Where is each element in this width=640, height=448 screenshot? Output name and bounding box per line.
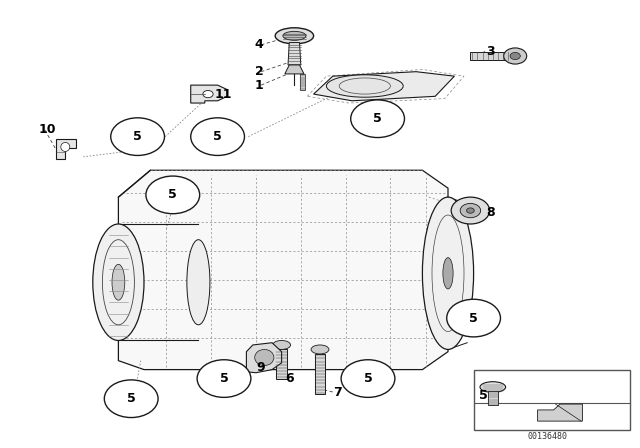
- Ellipse shape: [273, 340, 291, 349]
- Circle shape: [341, 360, 395, 397]
- Ellipse shape: [61, 142, 70, 151]
- Text: 11: 11: [214, 87, 232, 101]
- Polygon shape: [538, 404, 582, 421]
- Ellipse shape: [283, 31, 306, 40]
- Circle shape: [104, 380, 158, 418]
- Text: 5: 5: [133, 130, 142, 143]
- Ellipse shape: [480, 382, 506, 392]
- Ellipse shape: [510, 52, 520, 60]
- Circle shape: [146, 176, 200, 214]
- Text: 1: 1: [255, 78, 264, 92]
- Ellipse shape: [326, 75, 403, 97]
- Polygon shape: [285, 65, 304, 74]
- Ellipse shape: [460, 203, 481, 218]
- Text: 5: 5: [469, 311, 478, 325]
- Circle shape: [111, 118, 164, 155]
- Text: 5: 5: [364, 372, 372, 385]
- FancyBboxPatch shape: [474, 370, 630, 430]
- Text: 5: 5: [220, 372, 228, 385]
- Polygon shape: [314, 72, 454, 101]
- Ellipse shape: [93, 224, 144, 340]
- Ellipse shape: [203, 90, 213, 98]
- Ellipse shape: [504, 48, 527, 64]
- Text: 00136480: 00136480: [527, 432, 567, 441]
- Text: 6: 6: [285, 372, 293, 385]
- Text: 2: 2: [255, 65, 264, 78]
- Text: 10: 10: [38, 123, 56, 137]
- Ellipse shape: [187, 240, 210, 325]
- Text: 8: 8: [486, 206, 495, 220]
- Ellipse shape: [451, 197, 490, 224]
- Text: 3: 3: [486, 45, 495, 58]
- Ellipse shape: [112, 264, 125, 300]
- Text: 5: 5: [127, 392, 136, 405]
- Circle shape: [197, 360, 251, 397]
- Text: 9: 9: [256, 361, 264, 374]
- Ellipse shape: [311, 345, 329, 354]
- Polygon shape: [470, 52, 512, 60]
- Polygon shape: [118, 170, 448, 370]
- Circle shape: [191, 118, 244, 155]
- Ellipse shape: [443, 258, 453, 289]
- Text: 5: 5: [373, 112, 382, 125]
- Text: 7: 7: [333, 385, 342, 399]
- Polygon shape: [276, 349, 287, 379]
- Polygon shape: [488, 391, 498, 405]
- Polygon shape: [246, 343, 282, 373]
- Polygon shape: [300, 74, 305, 90]
- Text: 5: 5: [479, 388, 488, 402]
- Polygon shape: [288, 43, 301, 65]
- Circle shape: [447, 299, 500, 337]
- Text: 5: 5: [213, 130, 222, 143]
- Text: 4: 4: [255, 38, 264, 52]
- Text: 5: 5: [168, 188, 177, 202]
- Polygon shape: [191, 85, 227, 103]
- Ellipse shape: [467, 208, 474, 213]
- Ellipse shape: [255, 349, 274, 366]
- Ellipse shape: [275, 28, 314, 44]
- Polygon shape: [315, 354, 325, 394]
- Polygon shape: [56, 139, 76, 159]
- Ellipse shape: [422, 197, 474, 349]
- Circle shape: [351, 100, 404, 138]
